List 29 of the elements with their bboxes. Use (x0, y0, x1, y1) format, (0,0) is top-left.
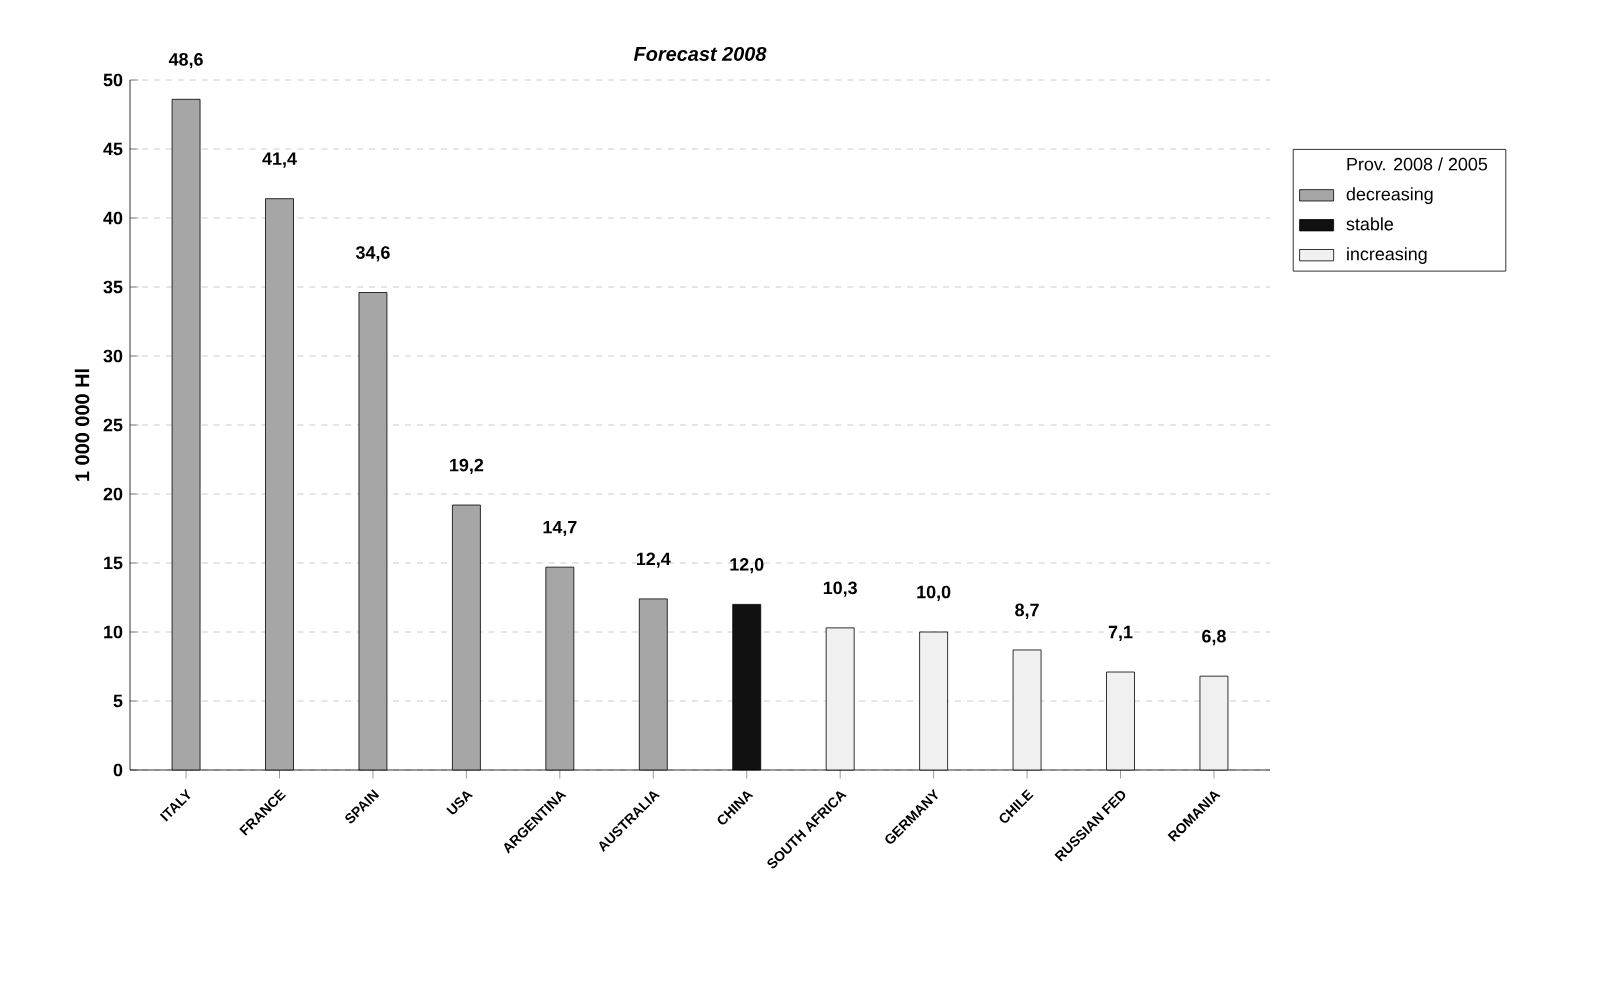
data-label: 41,4 (262, 152, 297, 168)
legend-label: increasing (1347, 247, 1427, 264)
data-label: 10,3 (823, 581, 857, 597)
data-label: 34,6 (355, 246, 390, 262)
y-tick-label: 45 (103, 142, 123, 156)
y-tick-label: 0 (113, 763, 123, 777)
y-tick-label: 10 (104, 625, 123, 639)
data-label: 12,4 (636, 552, 671, 568)
y-axis-title: 1 000 000 Hl (74, 369, 90, 481)
data-label: 48,6 (168, 52, 203, 69)
legend-title: Prov. 2008 / 2005 (1347, 157, 1488, 171)
legend-label: stable (1346, 217, 1394, 231)
y-tick-label: 30 (103, 349, 123, 363)
data-label: 14,7 (543, 520, 577, 537)
y-tick-label: 40 (103, 211, 123, 225)
data-label: 8,7 (1015, 603, 1039, 619)
legend-label: decreasing (1346, 187, 1433, 205)
y-tick-label: 50 (103, 73, 123, 87)
y-tick-label: 35 (103, 280, 123, 294)
data-label: 10,0 (917, 585, 951, 601)
chart-title: Forecast 2008 (633, 46, 767, 61)
data-label: 6,8 (1202, 629, 1226, 646)
data-label: 7,1 (1108, 625, 1133, 641)
data-label: 19,2 (450, 458, 484, 475)
y-tick-label: 20 (103, 487, 123, 501)
y-tick-label: 25 (103, 418, 123, 432)
data-label: 12,0 (730, 558, 764, 574)
y-tick-label: 5 (113, 694, 123, 708)
y-tick-label: 15 (104, 556, 123, 570)
